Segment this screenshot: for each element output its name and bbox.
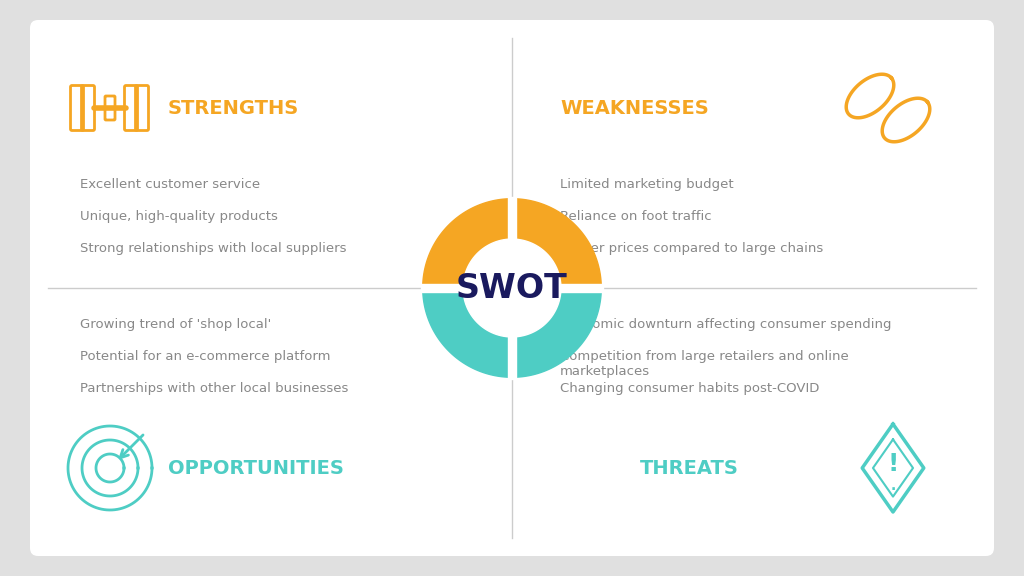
Polygon shape: [423, 199, 512, 288]
Polygon shape: [512, 288, 601, 377]
Text: OPPORTUNITIES: OPPORTUNITIES: [168, 458, 344, 478]
Polygon shape: [512, 199, 601, 288]
Bar: [508, 197, 516, 379]
Bar: [421, 284, 603, 292]
Text: SWOT: SWOT: [456, 271, 568, 305]
Text: !: !: [888, 452, 899, 476]
Text: STRENGTHS: STRENGTHS: [168, 98, 299, 118]
Text: Potential for an e-commerce platform: Potential for an e-commerce platform: [80, 350, 331, 363]
Text: Partnerships with other local businesses: Partnerships with other local businesses: [80, 382, 348, 395]
Text: Higher prices compared to large chains: Higher prices compared to large chains: [560, 242, 823, 255]
Polygon shape: [463, 239, 561, 337]
Text: Limited marketing budget: Limited marketing budget: [560, 178, 733, 191]
Text: THREATS: THREATS: [640, 458, 739, 478]
Text: Excellent customer service: Excellent customer service: [80, 178, 260, 191]
Text: Competition from large retailers and online
marketplaces: Competition from large retailers and onl…: [560, 350, 849, 378]
Text: .: .: [891, 479, 896, 493]
Text: WEAKNESSES: WEAKNESSES: [560, 98, 709, 118]
Text: Strong relationships with local suppliers: Strong relationships with local supplier…: [80, 242, 346, 255]
Text: Reliance on foot traffic: Reliance on foot traffic: [560, 210, 712, 223]
Polygon shape: [423, 288, 512, 377]
Text: Changing consumer habits post-COVID: Changing consumer habits post-COVID: [560, 382, 819, 395]
Text: Unique, high-quality products: Unique, high-quality products: [80, 210, 278, 223]
FancyBboxPatch shape: [30, 20, 994, 556]
Text: Growing trend of 'shop local': Growing trend of 'shop local': [80, 318, 271, 331]
Text: Economic downturn affecting consumer spending: Economic downturn affecting consumer spe…: [560, 318, 892, 331]
